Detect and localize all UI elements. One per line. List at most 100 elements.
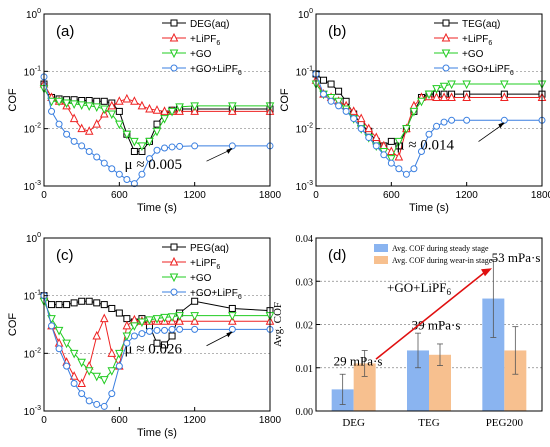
data-point — [161, 341, 169, 349]
data-point — [130, 96, 139, 105]
data-point — [84, 367, 94, 376]
legend-label: +GO — [190, 49, 212, 60]
y-tick-label: 0.03 — [296, 277, 314, 288]
data-point — [334, 97, 343, 107]
x-tick-label: DEG — [342, 417, 365, 429]
data-point — [462, 92, 471, 101]
data-point — [115, 362, 123, 370]
y-tick-label: 10-2 — [296, 123, 313, 136]
legend-marker — [170, 64, 178, 72]
data-point — [122, 130, 132, 140]
x-tick-label: 1800 — [259, 190, 282, 201]
legend-swatch — [374, 256, 388, 264]
data-point — [85, 147, 93, 155]
data-point — [108, 390, 116, 398]
plot-frame — [43, 13, 271, 187]
data-point — [115, 309, 123, 317]
annotation-text: μ ≈ 0.005 — [125, 157, 183, 173]
data-point — [394, 151, 404, 161]
y-tick-label: 100 — [298, 8, 313, 21]
data-point — [130, 180, 138, 188]
legend-marker — [169, 273, 179, 283]
data-point — [145, 316, 154, 326]
series-line — [43, 88, 270, 147]
data-point — [92, 119, 102, 128]
annotation-arrowhead — [226, 331, 233, 338]
data-point — [122, 93, 132, 103]
data-point — [432, 92, 441, 101]
data-point — [70, 137, 78, 145]
bar — [504, 350, 527, 411]
data-point — [122, 332, 132, 342]
data-point — [160, 313, 169, 323]
trend-arrowhead — [481, 268, 492, 277]
data-point — [55, 301, 63, 309]
legend-marker — [169, 256, 179, 266]
x-tick-label: 0 — [313, 190, 319, 201]
data-point — [410, 165, 418, 173]
y-tick-label: 10-2 — [24, 123, 41, 136]
data-point — [440, 118, 448, 126]
annotation-header: +GO+LiPF6 — [387, 280, 451, 297]
series-line — [43, 295, 270, 408]
y-tick-label: 10-3 — [24, 180, 41, 193]
y-tick-label: 0.02 — [296, 321, 314, 332]
data-point — [93, 299, 101, 307]
legend-label: +GO — [190, 273, 212, 284]
x-tick-label: TEG — [418, 417, 439, 429]
data-point — [167, 313, 177, 322]
x-tick-label: 600 — [111, 415, 128, 426]
data-point — [349, 106, 358, 115]
data-point — [500, 92, 509, 101]
data-point — [176, 325, 184, 333]
y-tick-label: 10-1 — [24, 290, 41, 303]
legend-label: +GO — [462, 49, 484, 60]
data-point — [161, 326, 169, 334]
legend-label: +GO+LiPF6 — [462, 64, 514, 77]
x-tick-label: 1800 — [531, 190, 550, 201]
legend-marker — [169, 49, 179, 59]
data-point — [152, 127, 162, 137]
plot-frame — [315, 13, 543, 187]
x-tick-label: 600 — [111, 190, 128, 201]
data-point — [99, 376, 109, 385]
data-point — [417, 97, 426, 107]
y-axis-label: Avg. COF — [272, 302, 284, 347]
data-point — [123, 339, 131, 347]
data-point — [69, 113, 79, 123]
legend-marker — [170, 243, 178, 251]
data-point — [153, 326, 161, 334]
data-point — [55, 120, 63, 128]
legend-label: DEG(aq) — [190, 19, 229, 30]
data-point — [99, 313, 109, 323]
y-tick-label: 0.01 — [296, 364, 314, 375]
data-point — [108, 304, 116, 312]
y-tick-label: 100 — [26, 8, 41, 21]
data-point — [228, 325, 236, 333]
data-point — [55, 345, 63, 353]
data-point — [500, 116, 508, 124]
data-point — [387, 146, 396, 155]
x-tick-label: 1200 — [184, 190, 207, 201]
data-point — [100, 301, 108, 309]
data-point — [70, 299, 78, 307]
data-point — [161, 144, 169, 152]
data-point — [69, 371, 79, 380]
legend-marker — [441, 49, 451, 59]
data-point — [176, 142, 184, 150]
data-point — [364, 123, 374, 133]
data-point — [138, 330, 146, 338]
data-point — [168, 325, 176, 333]
data-point — [153, 120, 161, 128]
data-point — [342, 107, 350, 115]
y-tick-label: 100 — [26, 232, 41, 245]
data-point — [77, 378, 86, 387]
data-point — [100, 402, 108, 410]
data-point — [447, 80, 456, 90]
legend-label: Avg. COF during steady stage — [392, 244, 489, 253]
data-point — [395, 165, 403, 173]
data-point — [409, 107, 419, 117]
data-point — [417, 147, 425, 155]
data-point — [63, 301, 71, 309]
x-tick-label: 0 — [41, 190, 47, 201]
